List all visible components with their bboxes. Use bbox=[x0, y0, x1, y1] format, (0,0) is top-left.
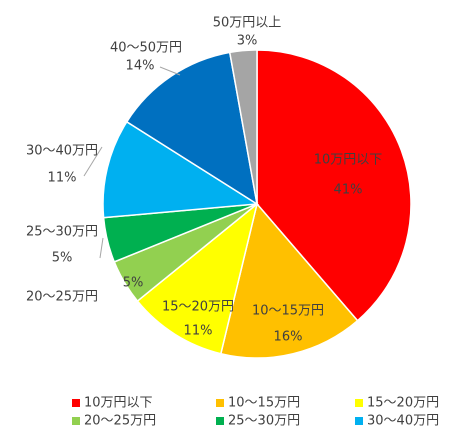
pie-slices bbox=[102, 49, 412, 359]
pie-slice-3 bbox=[136, 202, 259, 355]
pie-slice-6 bbox=[102, 120, 260, 219]
slice-value-label-8: 3% bbox=[237, 34, 258, 49]
slice-value-label-6: 11% bbox=[48, 171, 77, 186]
legend-swatch-2 bbox=[216, 399, 224, 407]
legend-label-1: 10万円以下 bbox=[84, 396, 153, 411]
legend-swatch-1 bbox=[72, 399, 80, 407]
pie-slice-1 bbox=[256, 49, 412, 322]
legend-label-5: 25～30万円 bbox=[228, 414, 300, 429]
pie-slice-2 bbox=[219, 202, 359, 359]
legend-swatch-5 bbox=[216, 417, 224, 425]
slice-category-label-2: 10～15万円 bbox=[252, 304, 324, 319]
legend-swatch-4 bbox=[72, 417, 80, 425]
leader-line-6 bbox=[83, 146, 103, 177]
legend-label-6: 30～40万円 bbox=[367, 414, 439, 429]
slice-category-label-7: 40～50万円 bbox=[110, 41, 182, 56]
slice-category-label-6: 30～40万円 bbox=[26, 144, 98, 159]
slice-value-label-5: 5% bbox=[52, 251, 73, 266]
leader-lines bbox=[83, 66, 181, 259]
slice-category-label-5: 25～30万円 bbox=[26, 225, 98, 240]
slice-value-label-7: 14% bbox=[126, 59, 155, 74]
slice-category-label-3: 15～20万円 bbox=[162, 300, 234, 315]
slice-value-label-2: 16% bbox=[274, 330, 303, 345]
legend-label-4: 20～25万円 bbox=[84, 414, 156, 429]
slice-value-label-1: 41% bbox=[334, 183, 363, 198]
slice-category-label-8: 50万円以上 bbox=[213, 16, 282, 31]
legend-label-3: 15～20万円 bbox=[367, 396, 439, 411]
leader-line-5 bbox=[99, 237, 104, 259]
legend-swatch-6 bbox=[355, 417, 363, 425]
leader-line-7 bbox=[159, 66, 181, 76]
slice-value-label-4: 5% bbox=[123, 276, 144, 291]
legend-label-2: 10～15万円 bbox=[228, 396, 300, 411]
pie-slice-8 bbox=[228, 49, 258, 205]
pie-slice-7 bbox=[125, 51, 259, 206]
slice-value-label-3: 11% bbox=[184, 324, 213, 339]
legend-swatch-3 bbox=[355, 399, 363, 407]
slice-labels: 10万円以下 41% 10～15万円 16% 15～20万円 11% 20～25万円 5% 25… bbox=[26, 16, 382, 345]
slice-category-label-1: 10万円以下 bbox=[314, 153, 383, 168]
slice-category-label-4: 20～25万円 bbox=[26, 290, 98, 305]
legend: 10万円以下 10～15万円 15～20万円 20～25万円 25～30万円 30～40万… bbox=[72, 396, 439, 429]
